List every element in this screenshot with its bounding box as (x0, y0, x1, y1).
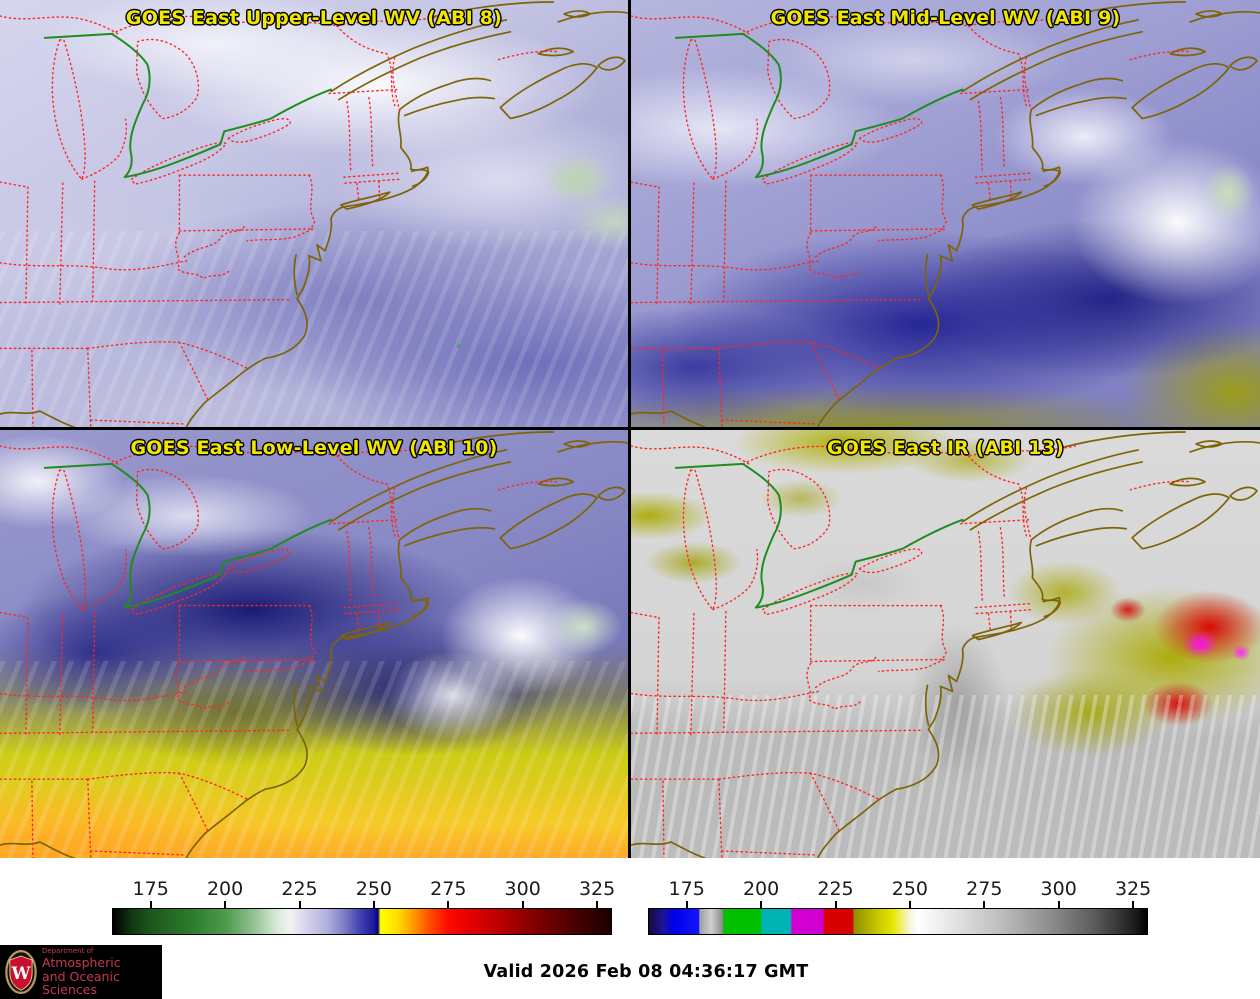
logo-name-line-2: and Oceanic Sciences (42, 968, 120, 997)
colorbar-tick-label: 250 (355, 878, 393, 900)
colorbar-tick-label: 225 (817, 878, 854, 900)
colorbar-section: 175 200 225 250 275 300 325 175 200 225 … (0, 858, 1260, 945)
panel-ir: GOES East IR (ABI 13) (631, 430, 1260, 858)
colorbar-tick-label: 175 (668, 878, 705, 900)
map-overlay (0, 430, 628, 858)
uw-crest-letter: W (11, 963, 32, 983)
colorbar-tick-label: 325 (1114, 878, 1152, 900)
colorbar-tick-label: 200 (206, 878, 244, 900)
colorbar-tick-label: 275 (966, 878, 1003, 900)
colorbar-tick-label: 250 (891, 878, 929, 900)
colorbar-tick-mark (760, 901, 763, 908)
colorbar-tick-mark (224, 901, 227, 908)
colorbar-tick-label: 300 (1040, 878, 1077, 900)
satellite-imagery-abi8 (0, 0, 628, 427)
colorbar-tick-mark (908, 901, 911, 908)
uw-crest-icon: W (5, 950, 37, 994)
logo-text: Department of Atmospheric and Oceanic Sc… (42, 947, 162, 997)
panel-title-abi10: GOES East Low-Level WV (ABI 10) (130, 437, 498, 459)
panel-mid-level-wv: GOES East Mid-Level WV (ABI 9) (631, 0, 1260, 427)
logo-dept-line: Department of (42, 947, 94, 956)
colorbar-tick-label: 275 (430, 878, 467, 900)
colorbar-tick-mark (834, 901, 837, 908)
footer: W Department of Atmospheric and Oceanic … (0, 945, 1260, 999)
colorbar-tick-mark (521, 901, 524, 908)
colorbar-tick-mark (149, 901, 152, 908)
wv-colorbar: 175 200 225 250 275 300 325 (112, 858, 616, 945)
colorbar-tick-label: 300 (504, 878, 541, 900)
satellite-imagery-abi9 (631, 0, 1260, 427)
ir-colorbar: 175 200 225 250 275 300 325 (648, 858, 1152, 945)
valid-time: Valid 2026 Feb 08 04:36:17 GMT (483, 962, 809, 982)
panel-upper-level-wv: GOES East Upper-Level WV (ABI 8) (0, 0, 628, 427)
colorbar-tick-mark (298, 901, 301, 908)
colorbar-tick-label: 225 (281, 878, 318, 900)
colorbar-tick-mark (1057, 901, 1060, 908)
colorbar-tick-mark (685, 901, 688, 908)
panel-low-level-wv: GOES East Low-Level WV (ABI 10) (0, 430, 628, 858)
colorbar-tick-label: 175 (132, 878, 169, 900)
logo-name-line-1: Atmospheric (42, 955, 121, 971)
colorbar-tick-mark (1132, 901, 1135, 908)
colorbar-tick-label: 200 (742, 878, 780, 900)
colorbar-tick-mark (983, 901, 986, 908)
panel-title-abi9: GOES East Mid-Level WV (ABI 9) (770, 7, 1121, 29)
colorbar-tick-label: 325 (578, 878, 616, 900)
map-overlay (631, 0, 1260, 427)
satellite-imagery-abi13 (631, 430, 1260, 858)
map-overlay (0, 0, 628, 427)
map-overlay (631, 430, 1260, 858)
panel-title-abi13: GOES East IR (ABI 13) (826, 437, 1065, 459)
ir-colorbar-gradient (648, 908, 1148, 935)
wv-colorbar-gradient (112, 908, 612, 935)
satellite-quad-grid: GOES East Upper-Level WV (ABI 8) GOES Ea… (0, 0, 1260, 858)
panel-title-abi8: GOES East Upper-Level WV (ABI 8) (125, 7, 503, 29)
aos-logo: W Department of Atmospheric and Oceanic … (0, 945, 162, 999)
colorbar-tick-mark (447, 901, 450, 908)
colorbar-tick-mark (372, 901, 375, 908)
colorbar-tick-mark (596, 901, 599, 908)
satellite-imagery-abi10 (0, 430, 628, 858)
